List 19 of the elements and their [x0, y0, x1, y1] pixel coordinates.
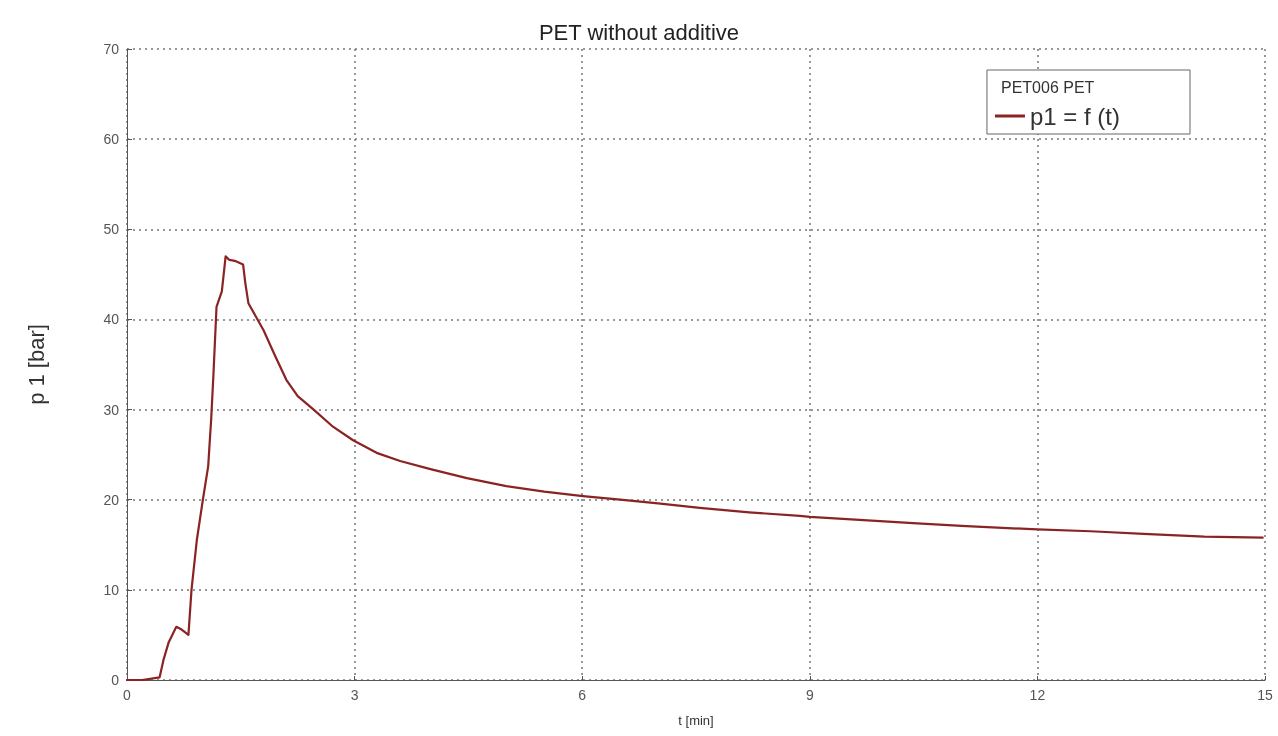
- legend-title: PET006 PET: [1001, 78, 1095, 96]
- x-axis-title: t [min]: [678, 713, 714, 728]
- y-tick-label: 60: [103, 131, 120, 148]
- x-tick-label: 6: [578, 687, 587, 703]
- x-tick-label: 12: [1029, 687, 1046, 703]
- x-tick-label: 3: [350, 687, 359, 703]
- x-tick-label: 15: [1257, 687, 1273, 703]
- y-tick-label: 70: [103, 41, 120, 57]
- y-tick-label: 0: [111, 672, 120, 688]
- y-tick-label: 30: [103, 401, 120, 418]
- x-tick-label: 9: [805, 687, 814, 703]
- y-axis-title: p 1 [bar]: [23, 324, 49, 405]
- y-tick-label: 50: [103, 221, 120, 238]
- x-tick-label: 0: [123, 687, 132, 703]
- y-tick-label: 40: [103, 311, 120, 328]
- y-tick-label: 10: [103, 581, 120, 598]
- legend-label: p1 = f (t): [1029, 102, 1121, 130]
- chart-title: PET without additive: [538, 19, 740, 45]
- y-tick-label: 20: [103, 491, 120, 508]
